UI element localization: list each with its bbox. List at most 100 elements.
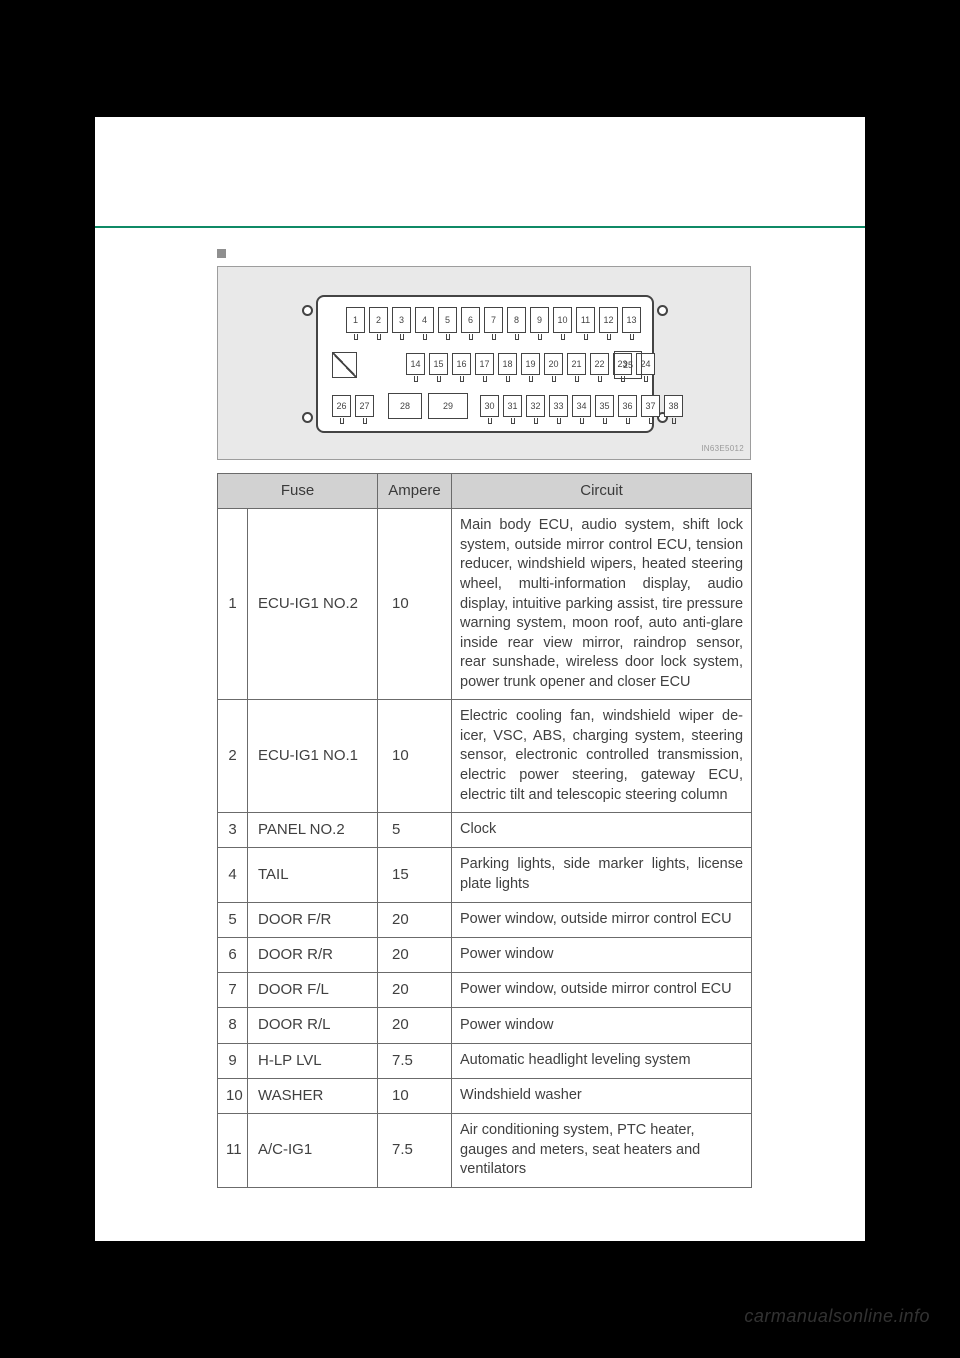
fuse-slot-wide: 29 (428, 393, 468, 419)
fuse-slot: 3 (392, 307, 411, 333)
fuse-slot: 2 (369, 307, 388, 333)
fuse-slot: 37 (641, 395, 660, 417)
header-fuse: Fuse (218, 474, 378, 509)
cell-ampere: 10 (378, 700, 452, 813)
cell-fuse: ECU-IG1 NO.2 (248, 509, 378, 700)
table-header-row: Fuse Ampere Circuit (218, 474, 752, 509)
fuse-slot: 26 (332, 395, 351, 417)
screw-icon (302, 412, 313, 423)
fuse-slot: 36 (618, 395, 637, 417)
blank-slot-icon (332, 352, 357, 378)
table-row: 8DOOR R/L20Power window (218, 1008, 752, 1043)
fuse-slot: 10 (553, 307, 572, 333)
fuse-slot: 22 (590, 353, 609, 375)
cell-circuit: Electric cooling fan, windshield wiper d… (452, 700, 752, 813)
table-row: 11A/C-IG17.5Air conditioning system, PTC… (218, 1114, 752, 1188)
fusebox-diagram: 12345678910111213 1415161718192021222324… (217, 266, 751, 460)
fuse-slot: 4 (415, 307, 434, 333)
fuse-slot: 19 (521, 353, 540, 375)
cell-ampere: 20 (378, 1008, 452, 1043)
fuse-slot: 7 (484, 307, 503, 333)
fuse-slot: 21 (567, 353, 586, 375)
cell-number: 10 (218, 1078, 248, 1113)
cell-ampere: 20 (378, 973, 452, 1008)
fuse-slot: 16 (452, 353, 471, 375)
cell-number: 6 (218, 937, 248, 972)
diagram-id-label: IN63E5012 (701, 444, 744, 455)
cell-circuit: Parking lights, side marker lights, lice… (452, 848, 752, 902)
fuse-slot: 1 (346, 307, 365, 333)
cell-fuse: H-LP LVL (248, 1043, 378, 1078)
fuse-slot: 18 (498, 353, 517, 375)
cell-number: 9 (218, 1043, 248, 1078)
fuse-row-1: 12345678910111213 (346, 307, 641, 333)
cell-circuit: Air conditioning system, PTC heater, gau… (452, 1114, 752, 1188)
cell-fuse: DOOR F/L (248, 973, 378, 1008)
fuse-slot: 9 (530, 307, 549, 333)
cell-number: 3 (218, 813, 248, 848)
cell-fuse: PANEL NO.2 (248, 813, 378, 848)
fuse-slot: 12 (599, 307, 618, 333)
fuse-slot: 38 (664, 395, 683, 417)
cell-ampere: 20 (378, 937, 452, 972)
cell-circuit: Main body ECU, audio system, shift lock … (452, 509, 752, 700)
manual-page: 12345678910111213 1415161718192021222324… (95, 117, 865, 1241)
table-row: 7DOOR F/L20Power window, outside mirror … (218, 973, 752, 1008)
fuse-slot: 31 (503, 395, 522, 417)
fusebox-outline: 12345678910111213 1415161718192021222324… (316, 295, 654, 433)
section-bullet-icon (217, 249, 226, 258)
fuse-slot: 13 (622, 307, 641, 333)
cell-ampere: 15 (378, 848, 452, 902)
watermark-text: carmanualsonline.info (744, 1304, 930, 1328)
cell-fuse: DOOR R/L (248, 1008, 378, 1043)
section-divider (95, 226, 865, 228)
screw-icon (657, 305, 668, 316)
cell-ampere: 10 (378, 1078, 452, 1113)
table-row: 2ECU-IG1 NO.110Electric cooling fan, win… (218, 700, 752, 813)
fuse-slot: 32 (526, 395, 545, 417)
cell-ampere: 7.5 (378, 1043, 452, 1078)
fuse-slot-25: 25 (614, 351, 642, 379)
table-row: 4TAIL15Parking lights, side marker light… (218, 848, 752, 902)
fuse-slot: 14 (406, 353, 425, 375)
fuse-slot: 30 (480, 395, 499, 417)
cell-number: 11 (218, 1114, 248, 1188)
cell-fuse: DOOR R/R (248, 937, 378, 972)
cell-circuit: Power window, outside mirror control ECU (452, 902, 752, 937)
fuse-slot-wide: 28 (388, 393, 422, 419)
cell-circuit: Clock (452, 813, 752, 848)
cell-number: 7 (218, 973, 248, 1008)
cell-number: 2 (218, 700, 248, 813)
cell-fuse: ECU-IG1 NO.1 (248, 700, 378, 813)
table-row: 1ECU-IG1 NO.210Main body ECU, audio syst… (218, 509, 752, 700)
header-ampere: Ampere (378, 474, 452, 509)
fuse-slot: 35 (595, 395, 614, 417)
cell-circuit: Power window (452, 937, 752, 972)
cell-ampere: 7.5 (378, 1114, 452, 1188)
cell-fuse: WASHER (248, 1078, 378, 1113)
cell-number: 5 (218, 902, 248, 937)
table-row: 6DOOR R/R20Power window (218, 937, 752, 972)
cell-ampere: 5 (378, 813, 452, 848)
screw-icon (302, 305, 313, 316)
fuse-slot: 20 (544, 353, 563, 375)
cell-fuse: TAIL (248, 848, 378, 902)
fuse-table: Fuse Ampere Circuit 1ECU-IG1 NO.210Main … (217, 473, 752, 1188)
fuse-slot: 17 (475, 353, 494, 375)
fuse-slot: 34 (572, 395, 591, 417)
fuse-slot: 11 (576, 307, 595, 333)
cell-circuit: Power window (452, 1008, 752, 1043)
table-row: 5DOOR F/R20Power window, outside mirror … (218, 902, 752, 937)
fuse-slot: 15 (429, 353, 448, 375)
cell-fuse: A/C-IG1 (248, 1114, 378, 1188)
fuse-row-3-right: 303132333435363738 (480, 395, 683, 417)
cell-ampere: 10 (378, 509, 452, 700)
cell-number: 4 (218, 848, 248, 902)
fuse-slot: 6 (461, 307, 480, 333)
fuse-row-3-left: 2627 (332, 395, 374, 417)
header-circuit: Circuit (452, 474, 752, 509)
fuse-slot: 5 (438, 307, 457, 333)
table-row: 3PANEL NO.25Clock (218, 813, 752, 848)
cell-fuse: DOOR F/R (248, 902, 378, 937)
cell-number: 8 (218, 1008, 248, 1043)
